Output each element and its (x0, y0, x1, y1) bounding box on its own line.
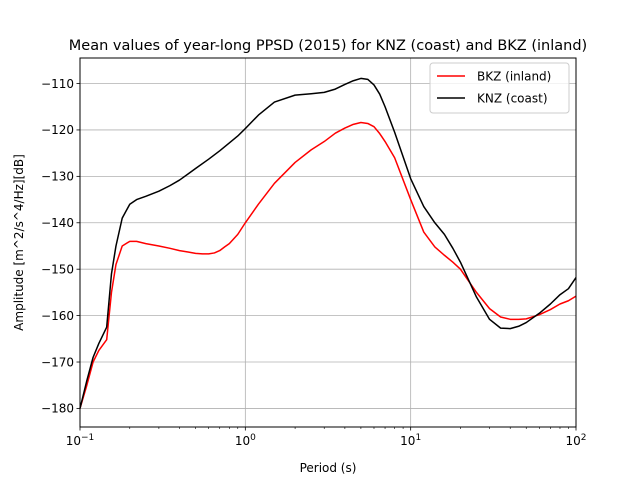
legend: BKZ (inland) KNZ (coast) (429, 62, 570, 114)
series-line-0 (79, 121, 577, 409)
y-axis-label: Amplitude [m^2/s^4/Hz][dB] (12, 154, 26, 331)
grid (80, 58, 576, 427)
y-tick-label: −180 (41, 402, 74, 416)
x-tick-exponent: 0 (250, 433, 256, 443)
y-tick-label: −110 (41, 77, 74, 91)
y-tick-label: −130 (41, 170, 74, 184)
x-tick-label: 100 (235, 433, 256, 448)
x-tick-base: 10 (565, 434, 580, 448)
y-tick-label: −120 (41, 123, 74, 137)
x-tick-exponent: 1 (415, 433, 421, 443)
y-tick-label: −170 (41, 355, 74, 369)
plot-lines (79, 77, 577, 409)
legend-label: BKZ (inland) (477, 69, 551, 83)
x-tick-base: 10 (400, 434, 415, 448)
x-tick-label: 101 (400, 433, 421, 448)
plot-frame (79, 57, 577, 428)
series-line-1 (79, 77, 577, 409)
y-tick-label: −140 (41, 216, 74, 230)
x-tick-base: 10 (235, 434, 250, 448)
chart-title: Mean values of year-long PPSD (2015) for… (69, 38, 587, 54)
x-tick-base: 10 (66, 434, 81, 448)
x-tick-exponent: −1 (81, 433, 94, 443)
y-tick-label: −150 (41, 262, 74, 276)
x-tick-exponent: 2 (581, 433, 587, 443)
x-tick-label: 10−1 (66, 433, 95, 448)
y-tick-label: −160 (41, 309, 74, 323)
legend-label: KNZ (coast) (477, 91, 548, 105)
x-tick-label: 102 (565, 433, 586, 448)
x-axis-label: Period (s) (300, 461, 357, 475)
